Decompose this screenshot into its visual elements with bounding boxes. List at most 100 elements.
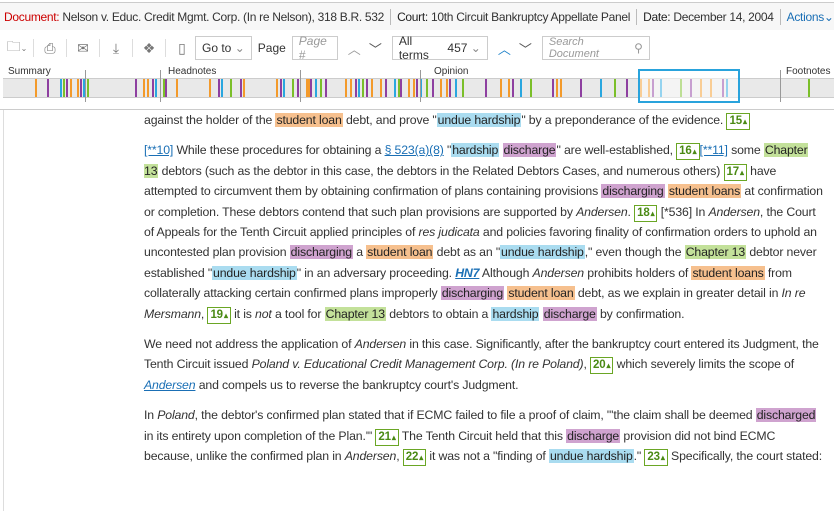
- map-term-marker[interactable]: [520, 79, 522, 97]
- map-term-marker[interactable]: [165, 79, 167, 97]
- map-term-marker[interactable]: [147, 79, 149, 97]
- footnote-ref[interactable]: 19: [207, 306, 231, 324]
- map-term-marker[interactable]: [614, 79, 616, 97]
- map-term-marker[interactable]: [455, 79, 457, 97]
- map-term-marker[interactable]: [426, 79, 428, 97]
- term-navigation-map[interactable]: Summary Headnotes Opinion Footnotes: [0, 64, 834, 110]
- citation-link[interactable]: Andersen: [144, 377, 196, 392]
- map-term-marker[interactable]: [385, 79, 387, 97]
- folder-icon[interactable]: 🗀 ⌄: [6, 38, 28, 54]
- map-term-marker[interactable]: [283, 79, 285, 97]
- map-term-marker[interactable]: [350, 79, 352, 97]
- citation-link[interactable]: § 523(a)(8): [384, 143, 444, 158]
- map-viewport-indicator[interactable]: [638, 69, 740, 103]
- document-icon[interactable]: ▯: [178, 39, 186, 56]
- map-term-marker[interactable]: [552, 79, 554, 97]
- map-term-marker[interactable]: [292, 79, 294, 97]
- map-term-marker[interactable]: [380, 79, 382, 97]
- map-term-marker[interactable]: [345, 79, 347, 97]
- map-term-marker[interactable]: [449, 79, 451, 97]
- map-term-marker[interactable]: [315, 79, 317, 97]
- map-term-marker[interactable]: [176, 79, 178, 97]
- map-term-marker[interactable]: [218, 79, 220, 97]
- map-section-opinion[interactable]: Opinion: [434, 66, 469, 77]
- footnote-ref[interactable]: 17: [723, 163, 747, 181]
- map-term-marker[interactable]: [276, 79, 278, 97]
- map-term-marker[interactable]: [512, 79, 514, 97]
- map-term-marker[interactable]: [394, 79, 396, 97]
- previous-page-icon[interactable]: ︿: [347, 41, 361, 57]
- map-term-marker[interactable]: [446, 79, 448, 97]
- map-term-marker[interactable]: [77, 79, 79, 97]
- map-term-marker[interactable]: [366, 79, 368, 97]
- page-input[interactable]: Page #: [291, 34, 338, 62]
- map-section-footnotes[interactable]: Footnotes: [786, 66, 831, 77]
- map-term-marker[interactable]: [47, 79, 49, 97]
- map-term-marker[interactable]: [416, 79, 418, 97]
- map-term-marker[interactable]: [63, 79, 65, 97]
- headnote-link[interactable]: HN7: [455, 265, 480, 280]
- map-term-marker[interactable]: [500, 79, 502, 97]
- map-term-marker[interactable]: [371, 79, 373, 97]
- footnote-ref[interactable]: 18: [634, 204, 658, 222]
- footnote-ref[interactable]: 20: [589, 357, 614, 375]
- map-term-marker[interactable]: [626, 79, 628, 97]
- dropbox-icon[interactable]: ❖: [142, 39, 156, 56]
- map-term-marker[interactable]: [243, 79, 245, 97]
- map-term-marker[interactable]: [560, 79, 562, 97]
- download-icon[interactable]: ⤓: [112, 39, 120, 56]
- map-term-marker[interactable]: [308, 79, 310, 97]
- map-term-marker[interactable]: [440, 79, 442, 97]
- map-term-marker[interactable]: [60, 79, 62, 97]
- map-term-marker[interactable]: [398, 79, 400, 97]
- map-term-marker[interactable]: [325, 79, 327, 97]
- search-document-input[interactable]: Search Document ⚲: [541, 36, 650, 60]
- print-icon[interactable]: ⎙: [44, 39, 56, 56]
- map-term-marker[interactable]: [35, 79, 37, 97]
- footnote-ref[interactable]: 21: [375, 428, 399, 446]
- map-term-marker[interactable]: [420, 79, 422, 97]
- map-term-marker[interactable]: [508, 79, 510, 97]
- map-term-marker[interactable]: [221, 79, 223, 97]
- previous-term-icon[interactable]: ︿: [497, 41, 511, 57]
- map-term-marker[interactable]: [80, 79, 82, 97]
- footnote-ref[interactable]: 16: [676, 143, 700, 161]
- map-term-marker[interactable]: [408, 79, 410, 97]
- next-page-icon[interactable]: ﹀: [368, 41, 382, 57]
- map-term-marker[interactable]: [413, 79, 415, 97]
- map-term-marker[interactable]: [143, 79, 145, 97]
- map-term-marker[interactable]: [230, 79, 232, 97]
- map-term-marker[interactable]: [310, 79, 312, 97]
- map-term-marker[interactable]: [362, 79, 364, 97]
- footnote-ref[interactable]: 22: [402, 449, 427, 467]
- map-term-marker[interactable]: [66, 79, 68, 97]
- map-term-marker[interactable]: [462, 79, 464, 97]
- map-term-marker[interactable]: [152, 79, 154, 97]
- map-term-marker[interactable]: [355, 79, 357, 97]
- map-term-marker[interactable]: [358, 79, 360, 97]
- map-term-marker[interactable]: [320, 79, 322, 97]
- map-term-marker[interactable]: [280, 79, 282, 97]
- map-term-marker[interactable]: [556, 79, 558, 97]
- goto-dropdown[interactable]: Go to ⌄: [195, 36, 252, 60]
- map-term-marker[interactable]: [163, 79, 165, 97]
- map-term-marker[interactable]: [580, 79, 582, 97]
- terms-dropdown[interactable]: All terms 457 ⌄: [391, 34, 488, 62]
- map-term-marker[interactable]: [209, 79, 211, 97]
- citation-link[interactable]: [**10]: [144, 143, 174, 158]
- map-term-marker[interactable]: [87, 79, 89, 97]
- map-term-marker[interactable]: [808, 79, 810, 97]
- map-section-headnotes[interactable]: Headnotes: [168, 66, 217, 77]
- citation-link[interactable]: [**11]: [699, 143, 728, 158]
- map-term-marker[interactable]: [432, 79, 434, 97]
- map-term-marker[interactable]: [600, 79, 602, 97]
- map-term-marker[interactable]: [83, 79, 85, 97]
- map-section-summary[interactable]: Summary: [8, 66, 51, 77]
- footnote-ref[interactable]: 23: [644, 449, 668, 467]
- map-term-marker[interactable]: [400, 79, 402, 97]
- map-term-marker[interactable]: [297, 79, 299, 97]
- map-term-marker[interactable]: [530, 79, 532, 97]
- footnote-ref[interactable]: 15: [726, 113, 750, 130]
- email-icon[interactable]: ✉: [77, 39, 89, 56]
- map-term-marker[interactable]: [240, 79, 242, 97]
